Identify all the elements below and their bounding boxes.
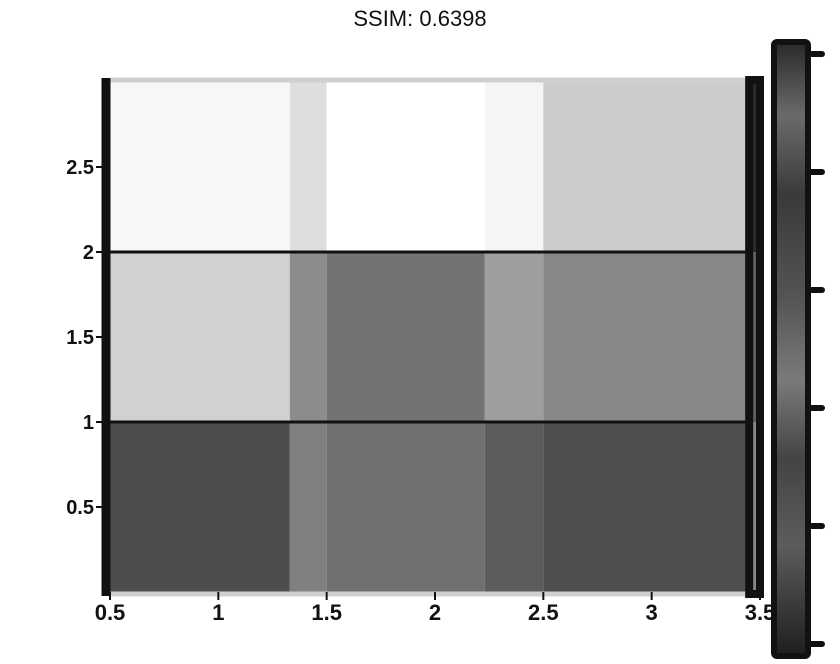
heatmap-cell-r0-c1 <box>289 82 327 252</box>
x-axis-ticks: 0.5 1 1.5 2 2.5 3 3.5 <box>95 592 776 625</box>
heatmap-cell-r1-c2 <box>326 252 485 422</box>
x-tick-label-0: 0.5 <box>95 600 126 625</box>
x-tick-label-5: 3 <box>646 600 658 625</box>
x-tick-label-6: 3.5 <box>745 600 776 625</box>
heatmap-cell-r1-c4 <box>543 252 750 422</box>
colorbar-gradient <box>771 39 811 659</box>
heatmap-cell-r1-c3 <box>484 252 544 422</box>
y-tick-label-0: 2.5 <box>66 157 94 179</box>
heatmap-cell-r2-c3 <box>484 422 544 592</box>
x-tick-label-1: 1 <box>212 600 224 625</box>
y-tick-label-4: 0.5 <box>66 497 94 519</box>
x-tick-label-2: 1.5 <box>311 600 342 625</box>
y-tick-label-2: 1.5 <box>66 327 94 349</box>
heatmap-cell-r0-c4 <box>543 82 750 252</box>
heatmap-cell-r2-c2 <box>326 422 485 592</box>
y-tick-label-1: 2 <box>83 242 94 264</box>
heatmap-cell-r2-c4 <box>543 422 750 592</box>
x-tick-label-3: 2 <box>429 600 441 625</box>
x-tick-label-4: 2.5 <box>528 600 559 625</box>
y-axis-ticks: 2.5 2 1.5 1 0.5 <box>66 157 106 519</box>
heatmap-cell-r1-c5 <box>749 252 760 422</box>
right-column-outline <box>745 76 765 598</box>
heatmap-cells <box>110 82 760 592</box>
heatmap-cell-r0-c0 <box>110 82 290 252</box>
heatmap-cell-r1-c1 <box>289 252 327 422</box>
y-tick-label-3: 1 <box>83 412 94 434</box>
heatmap-cell-r0-c3 <box>484 82 544 252</box>
heatmap-cell-r1-c0 <box>110 252 290 422</box>
heatmap-cell-r2-c1 <box>289 422 327 592</box>
heatmap-cell-r0-c2 <box>326 82 485 252</box>
colorbar <box>771 39 825 659</box>
heatmap-cell-r0-c5 <box>749 82 760 252</box>
heatmap-cell-r2-c5 <box>749 422 760 592</box>
chart-title: SSIM: 0.6398 <box>353 6 487 31</box>
heatmap-cell-r2-c0 <box>110 422 290 592</box>
